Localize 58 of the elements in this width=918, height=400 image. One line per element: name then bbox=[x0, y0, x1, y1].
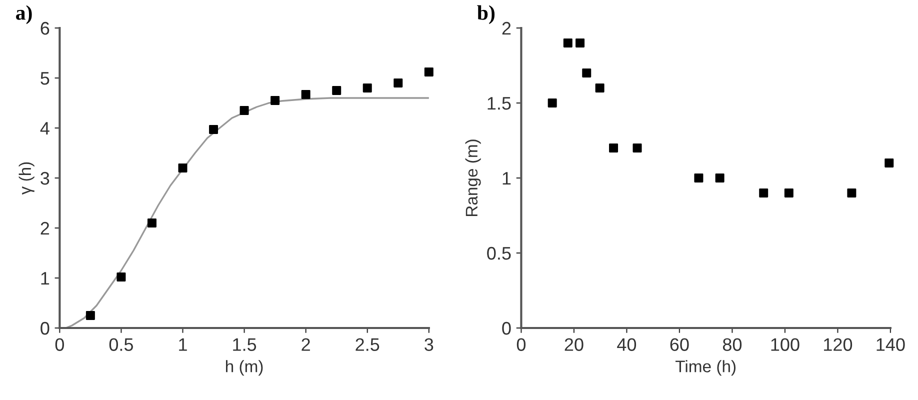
point bbox=[694, 174, 704, 182]
x-tick-label: 80 bbox=[722, 338, 742, 351]
point bbox=[715, 174, 724, 182]
y-tick-label: 5 bbox=[40, 72, 50, 85]
y-tick-label: 0 bbox=[502, 322, 511, 335]
point bbox=[394, 78, 403, 88]
y-tick-label: 4 bbox=[40, 122, 50, 135]
y-tick-label: 0.5 bbox=[487, 246, 511, 260]
point bbox=[582, 68, 592, 78]
x-axis-title: h (m) bbox=[226, 360, 263, 376]
chart-title: a) bbox=[16, 5, 32, 24]
x-tick-label: 0 bbox=[55, 338, 64, 351]
point bbox=[209, 125, 218, 134]
x-tick-label: 2 bbox=[302, 338, 310, 351]
x-tick-label: 120 bbox=[824, 338, 852, 351]
x-tick-label: 20 bbox=[564, 338, 584, 351]
point bbox=[847, 188, 856, 198]
y-tick-label: 1 bbox=[502, 172, 511, 185]
y-tick-label: 0 bbox=[40, 322, 50, 335]
y-tick-label: 6 bbox=[40, 22, 50, 35]
point bbox=[332, 86, 342, 95]
point bbox=[240, 106, 249, 115]
x-tick-label: 0.5 bbox=[109, 338, 134, 351]
y-tick-label: 2 bbox=[502, 22, 511, 35]
point bbox=[759, 188, 768, 198]
point bbox=[270, 96, 280, 105]
y-tick-label: 1.5 bbox=[488, 97, 511, 110]
point bbox=[548, 98, 557, 108]
x-tick-label: 140 bbox=[876, 338, 905, 351]
x-tick-label: 60 bbox=[670, 338, 689, 351]
point bbox=[563, 38, 572, 48]
x-tick-label: 1 bbox=[179, 338, 187, 351]
point bbox=[362, 84, 372, 92]
chart-title: b) bbox=[477, 5, 495, 24]
x-tick-label: 40 bbox=[617, 338, 636, 351]
point bbox=[609, 144, 618, 152]
y-tick-label: 3 bbox=[40, 172, 50, 185]
y-axis-title: Range (m) bbox=[465, 140, 481, 216]
point bbox=[576, 38, 585, 48]
x-tick-label: 1.5 bbox=[233, 338, 256, 351]
point bbox=[784, 188, 794, 198]
x-axis-title: Time (h) bbox=[676, 360, 736, 376]
point bbox=[884, 158, 894, 168]
x-tick-label: 2.5 bbox=[356, 338, 380, 351]
y-tick-label: 2 bbox=[40, 222, 50, 235]
x-tick-label: 0 bbox=[516, 338, 526, 351]
point bbox=[86, 311, 95, 320]
y-tick-label: 1 bbox=[41, 272, 50, 285]
point bbox=[116, 272, 126, 282]
point bbox=[301, 90, 310, 99]
point bbox=[595, 84, 604, 92]
y-axis-title: γ (h) bbox=[18, 162, 34, 195]
x-tick-label: 100 bbox=[771, 338, 800, 351]
point bbox=[178, 164, 188, 172]
point bbox=[632, 144, 642, 152]
x-tick-label: 3 bbox=[424, 338, 434, 351]
point bbox=[147, 218, 156, 228]
point bbox=[424, 68, 434, 76]
